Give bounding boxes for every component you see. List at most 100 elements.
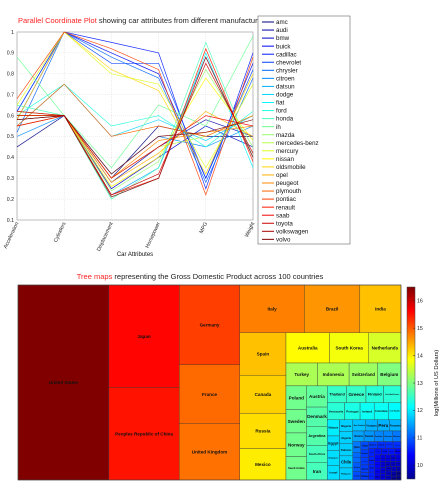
treemap-label-el-salvador: El Salvador	[397, 463, 401, 465]
tm-title-rest: representing the Gross Domestic Product …	[112, 272, 323, 281]
treemap-label-russia: Russia	[255, 429, 271, 434]
colorbar-tick-label: 15	[417, 326, 423, 332]
pc-series-line	[16, 31, 254, 175]
pc-legend-label: datsun	[276, 84, 295, 91]
treemap-label-turkey: Turkey	[294, 372, 309, 377]
treemap-label-estonia: Estonia	[391, 462, 395, 465]
treemap-label-honduras: Honduras	[392, 473, 397, 475]
treemap-label-sweden: Sweden	[288, 419, 306, 424]
treemap-label-united-states: United States	[49, 380, 79, 385]
pc-legend: amcaudibmwbuickcadillacchevroletchrysler…	[257, 15, 351, 245]
treemap-label-greece: Greece	[349, 392, 365, 397]
pc-legend-label: mercury	[276, 148, 299, 155]
pc-legend-label: bmw	[276, 35, 290, 42]
treemap-label-japan: Japan	[137, 334, 150, 339]
treemap-label-algeria: Algeria	[341, 436, 351, 440]
pc-y-tick-label: 0.1	[7, 218, 14, 224]
treemap-cell-united-kingdom	[179, 423, 240, 481]
pc-x-axis-label: Car Attributes	[117, 252, 153, 258]
treemap-label-austria: Austria	[309, 394, 325, 399]
treemap-label-ghana: Ghana	[375, 477, 380, 479]
treemap-label-slovenia: Slovenia	[378, 444, 384, 446]
pc-title: Parallel Coordinate Plot showing car att…	[18, 16, 268, 25]
pc-y-tick-label: 0.6	[7, 113, 14, 119]
colorbar: 10 11 12 13 14 15 16 log(Millions of US Dollar…	[406, 286, 440, 480]
pc-series-line	[16, 115, 254, 175]
treemap-label-kuwait: Kuwait	[365, 434, 374, 438]
colorbar-ticks: 10 11 12 13 14 15 16	[413, 299, 423, 469]
pc-legend-label: ih	[276, 124, 281, 131]
pc-legend-items: amcaudibmwbuickcadillacchevroletchrysler…	[262, 19, 319, 243]
treemap-label-egypt: Egypt	[328, 442, 339, 446]
treemap-label-brazil: Brazil	[326, 306, 339, 311]
treemap-label-poland: Poland	[289, 395, 305, 400]
treemap-label-finland: Finland	[368, 392, 383, 397]
pc-legend-label: mazda	[276, 132, 295, 139]
pc-series-line	[16, 41, 254, 200]
treemap-label-ecuador: Ecuador	[361, 453, 368, 455]
treemap-label-australia: Australia	[298, 345, 318, 350]
pc-plot-frame	[16, 31, 254, 221]
treemap-label-israel: Israel	[329, 471, 337, 475]
pc-legend-label: fiat	[276, 100, 285, 107]
pc-legend-label: volkswagen	[276, 228, 309, 235]
treemap-label-bahrain: Bahrain	[386, 473, 391, 475]
treemap-label-germany: Germany	[200, 322, 220, 327]
treemap-label-venezuela: Venezuela	[329, 409, 344, 413]
treemap-label-iran: Iran	[313, 469, 322, 474]
treemap-label-south-korea: South Korea	[335, 345, 363, 350]
treemap-label-paraguay: Paraguay	[397, 467, 401, 470]
pc-legend-label: ford	[276, 108, 287, 115]
treemap-label-denmark: Denmark	[307, 414, 327, 419]
pc-series-lines	[16, 31, 254, 200]
pc-series-line	[17, 62, 254, 196]
treemap-label-jordan: Jordan	[397, 457, 401, 460]
pc-y-tick-label: 0.5	[7, 134, 14, 140]
treemap-label-azerbaijan: Azerbaijan	[394, 443, 400, 446]
treemap-label-peoples-republic-of-china: Peoples Republic of China	[115, 431, 173, 436]
pc-legend-label: opel	[276, 172, 288, 179]
pc-title-highlight: Parallel Coordinate Plot	[18, 16, 98, 25]
pc-series-line	[16, 83, 254, 137]
treemap-label-latvia: Latvia	[382, 457, 386, 460]
treemap-label-yemen: Yemen	[391, 458, 396, 460]
treemap-chart: Tree maps representing the Gross Domesti…	[17, 272, 440, 481]
treemap-label-sri-lanka: Sri Lanka	[370, 474, 375, 477]
treemap-label-hungary: Hungary	[366, 423, 377, 427]
treemap-label-bangladesh: Bangladesh	[353, 457, 360, 459]
treemap-label-morocco: Morocco	[393, 436, 400, 438]
pc-title-rest: showing car attributes from different ma…	[97, 16, 268, 25]
pc-series-line	[16, 31, 254, 180]
treemap-label-tunisia: Tunisia	[383, 451, 388, 453]
treemap-label-panama: Panama	[386, 458, 391, 460]
treemap-label-pakistan: Pakistan	[341, 448, 352, 452]
colorbar-tick-label: 12	[417, 408, 423, 414]
treemap-label-lebanon: Lebanon	[375, 464, 380, 466]
treemap-label-india: India	[375, 306, 386, 311]
treemap-label-chile: Chile	[341, 459, 352, 464]
treemap-label-spain: Spain	[257, 352, 270, 357]
treemap-label-colombia: Colombia	[375, 409, 388, 413]
treemap-label-norway: Norway	[288, 442, 305, 447]
pc-y-tick-label: 0.3	[7, 176, 14, 182]
treemap-cell-france	[179, 364, 240, 424]
colorbar-tick-label: 11	[417, 436, 422, 442]
pc-legend-label: chevrolet	[276, 59, 301, 66]
treemap-label-angola: Angola	[361, 467, 368, 470]
pc-legend-label: honda	[276, 116, 294, 123]
colorbar-tick-label: 10	[417, 463, 423, 469]
treemap-label-zambia: Zambia	[392, 477, 396, 479]
treemap-label-oman: Oman	[361, 474, 369, 478]
tm-title-highlight: Tree maps	[77, 272, 113, 281]
treemap-label-luxembourg: Luxembourg	[361, 460, 368, 463]
pc-y-tick-label: 0.9	[7, 51, 14, 57]
treemap-label-south-africa: South Africa	[309, 452, 326, 456]
treemap-cell-netherlands	[368, 332, 402, 364]
pc-legend-label: chrysler	[276, 67, 298, 74]
pc-legend-label: mercedes-benz	[276, 140, 319, 147]
pc-legend-label: audi	[276, 27, 288, 34]
treemap-label-bolivia: Bolivia	[387, 468, 391, 470]
treemap-label-malaysia: Malaysia	[329, 428, 339, 430]
treemap-label-canada: Canada	[255, 392, 272, 397]
